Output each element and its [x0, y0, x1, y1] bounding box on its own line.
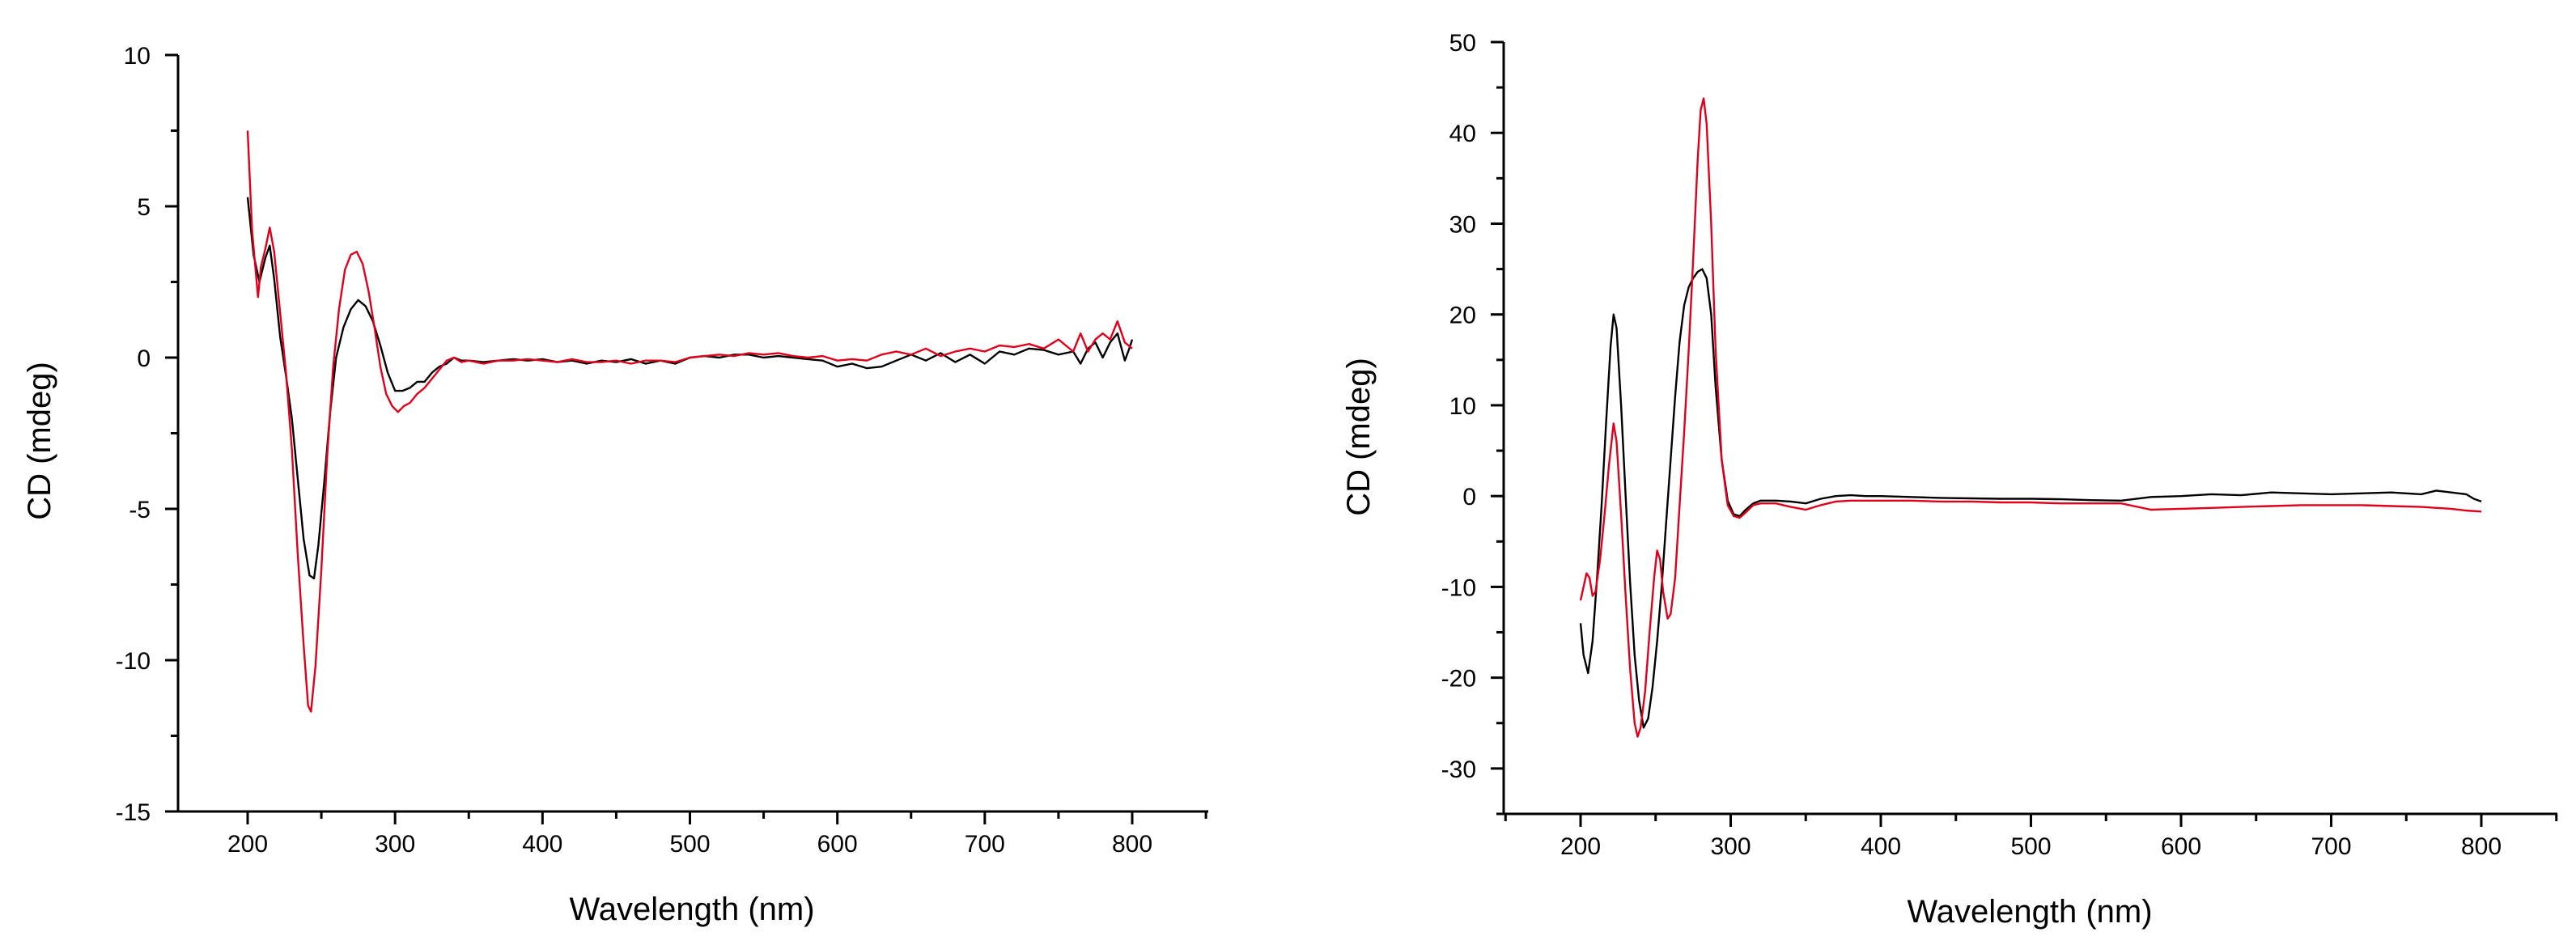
- x-tick-label: 500: [669, 831, 710, 858]
- y-tick-label: 5: [137, 194, 151, 221]
- x-axis-title-right: Wavelength (nm): [1907, 894, 2152, 930]
- x-tick-label: 600: [2161, 833, 2201, 860]
- y-tick-label: 0: [1462, 484, 1476, 511]
- series-line-black: [246, 197, 1134, 580]
- y-tick-label: 30: [1449, 211, 1476, 238]
- x-tick-label: 200: [227, 831, 268, 858]
- chart-left: Wavelength (nm) CD (mdeg) 200 300 400 500 60…: [22, 43, 1208, 927]
- y-tick-label: -15: [116, 799, 151, 826]
- y-tick-label: -10: [116, 648, 151, 675]
- plot-area-left: 200 300 400 500 600 700 800 -15 -10 -5 0 5 10: [116, 43, 1208, 858]
- x-tick-label: 700: [965, 831, 1005, 858]
- y-tick-label: -20: [1441, 666, 1476, 693]
- y-tick-label: -5: [129, 497, 151, 523]
- series-line-black: [1579, 268, 2482, 729]
- plot-area-right: 200 300 400 500 600 700 800 -30 -20 -10 0 10 20 30 40 5…: [1441, 30, 2558, 860]
- x-tick-label: 400: [1861, 833, 1901, 860]
- x-tick-label: 800: [2461, 833, 2502, 860]
- y-tick-label: 10: [1449, 393, 1476, 420]
- chart-right: Wavelength (nm) CD (mdeg) 200 300 400 500 60…: [1341, 30, 2558, 930]
- y-axis-label: CD (mdeg): [1341, 358, 1377, 516]
- y-axis-title-right: CD (mdeg): [1341, 358, 1377, 516]
- x-tick-label: 300: [375, 831, 415, 858]
- y-tick-label: 10: [124, 43, 151, 70]
- x-axis-label: Wavelength (nm): [569, 892, 814, 927]
- y-axis-label: CD (mdeg): [22, 362, 57, 520]
- x-tick-label: 300: [1710, 833, 1751, 860]
- series-line-red: [1579, 97, 2482, 738]
- y-axis-title-left: CD (mdeg): [22, 362, 57, 520]
- x-axis-label: Wavelength (nm): [1907, 894, 2152, 930]
- y-tick-label: 40: [1449, 121, 1476, 147]
- x-tick-label: 400: [522, 831, 562, 858]
- y-tick-label: -10: [1441, 574, 1476, 601]
- y-tick-label: 50: [1449, 30, 1476, 57]
- x-tick-label: 200: [1560, 833, 1601, 860]
- x-tick-label: 500: [2010, 833, 2051, 860]
- x-tick-label: 800: [1112, 831, 1152, 858]
- x-axis-title-left: Wavelength (nm): [569, 892, 814, 927]
- series-line-red: [246, 130, 1133, 713]
- x-tick-label: 600: [817, 831, 858, 858]
- y-tick-label: 20: [1449, 303, 1476, 329]
- y-tick-label: -30: [1441, 756, 1476, 783]
- y-tick-label: 0: [137, 345, 151, 372]
- x-tick-label: 700: [2311, 833, 2351, 860]
